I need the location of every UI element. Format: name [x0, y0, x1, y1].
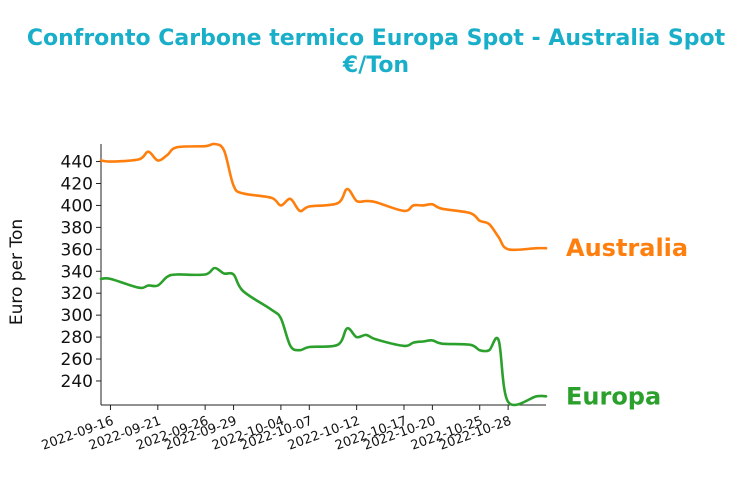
axes: [100, 144, 546, 406]
chart-title-line1: Confronto Carbone termico Europa Spot - …: [26, 26, 726, 51]
y-tick-label: 420: [61, 174, 93, 194]
series-line-australia: [99, 142, 548, 252]
y-tick-label: 340: [61, 262, 93, 282]
y-tick-label: 300: [61, 306, 93, 326]
series-line-europa: [99, 266, 548, 407]
y-tick-label: 360: [61, 240, 93, 260]
series-labels: Australia Europa: [566, 234, 688, 410]
y-tick-label: 440: [61, 153, 93, 173]
ticks: 2402602803003203403603804004204402022-09…: [40, 153, 514, 454]
series-label-europa: Europa: [566, 382, 661, 410]
y-tick-label: 320: [61, 284, 93, 304]
y-tick-label: 240: [61, 372, 93, 392]
series-label-australia: Australia: [566, 234, 688, 262]
y-tick-label: 280: [61, 328, 93, 348]
y-tick-label: 380: [61, 218, 93, 238]
y-tick-label: 400: [61, 196, 93, 216]
y-tick-label: 260: [61, 350, 93, 370]
series-lines: [99, 142, 548, 407]
chart-title-line2: €/Ton: [342, 53, 410, 78]
